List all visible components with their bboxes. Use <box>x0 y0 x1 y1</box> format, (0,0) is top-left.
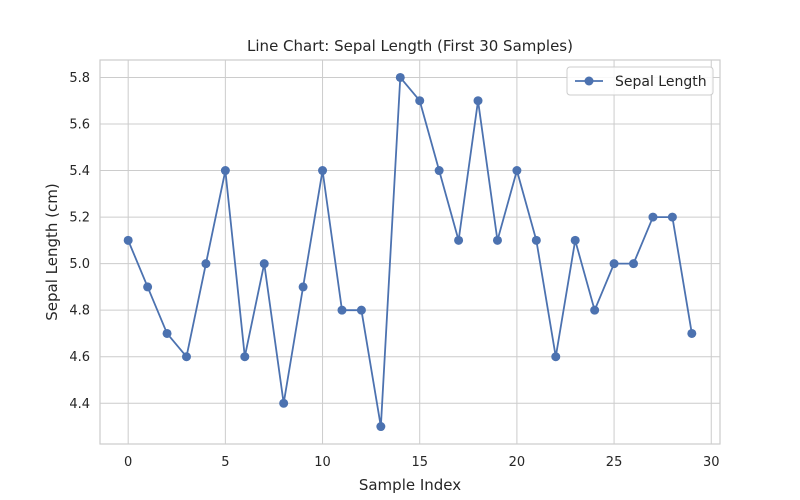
y-tick-label: 5.8 <box>69 71 90 86</box>
y-tick-label: 5.6 <box>69 118 90 133</box>
data-point <box>473 96 483 106</box>
grid <box>100 60 720 444</box>
data-point <box>570 235 580 245</box>
tick-labels: 0 5 10 15 20 25 30 4.4 4.6 4.8 5.0 5.2 5.4 5.6 5.8 <box>69 71 719 470</box>
data-point <box>240 352 250 362</box>
x-tick-label: 20 <box>509 455 526 470</box>
data-point <box>609 259 619 269</box>
data-point <box>531 235 541 245</box>
y-axis-label: Sepal Length (cm) <box>43 183 61 320</box>
data-point <box>492 235 502 245</box>
data-point <box>395 72 405 82</box>
data-point <box>415 96 425 106</box>
y-tick-label: 5.4 <box>69 164 90 179</box>
series-line-sepal-length <box>127 76 693 428</box>
data-point <box>181 352 191 362</box>
data-point <box>143 282 153 292</box>
data-point <box>356 305 366 315</box>
y-tick-label: 5.0 <box>69 257 90 272</box>
data-point <box>318 166 328 176</box>
data-point <box>201 259 211 269</box>
data-point <box>220 166 230 176</box>
y-tick-label: 4.8 <box>69 304 90 319</box>
x-tick-label: 10 <box>314 455 331 470</box>
y-tick-label: 4.6 <box>69 350 90 365</box>
y-tick-label: 4.4 <box>69 397 90 412</box>
data-point <box>376 422 386 432</box>
data-point <box>434 166 444 176</box>
legend-box <box>566 66 714 96</box>
legend: Sepal Length <box>566 66 714 96</box>
data-point <box>298 282 308 292</box>
x-tick-label: 30 <box>703 455 720 470</box>
x-axis-label: Sample Index <box>359 476 461 494</box>
y-tick-label: 5.2 <box>69 211 90 226</box>
series-layer <box>123 72 697 432</box>
x-tick-label: 5 <box>221 455 229 470</box>
data-point <box>259 259 269 269</box>
legend-entry-sepal-length: Sepal Length <box>615 74 707 90</box>
data-point <box>687 328 697 338</box>
legend-marker <box>584 76 594 86</box>
data-point <box>512 166 522 176</box>
chart-title: Line Chart: Sepal Length (First 30 Sampl… <box>247 37 573 55</box>
data-point <box>337 305 347 315</box>
data-point <box>279 398 289 408</box>
data-point <box>551 352 561 362</box>
data-point <box>123 235 133 245</box>
x-tick-label: 25 <box>606 455 623 470</box>
x-tick-label: 15 <box>411 455 428 470</box>
x-tick-label: 0 <box>124 455 132 470</box>
data-point <box>629 259 639 269</box>
data-point <box>162 328 172 338</box>
plot-area-frame <box>99 59 721 445</box>
data-point <box>667 212 677 222</box>
data-point <box>590 305 600 315</box>
data-point <box>648 212 658 222</box>
data-point <box>454 235 464 245</box>
